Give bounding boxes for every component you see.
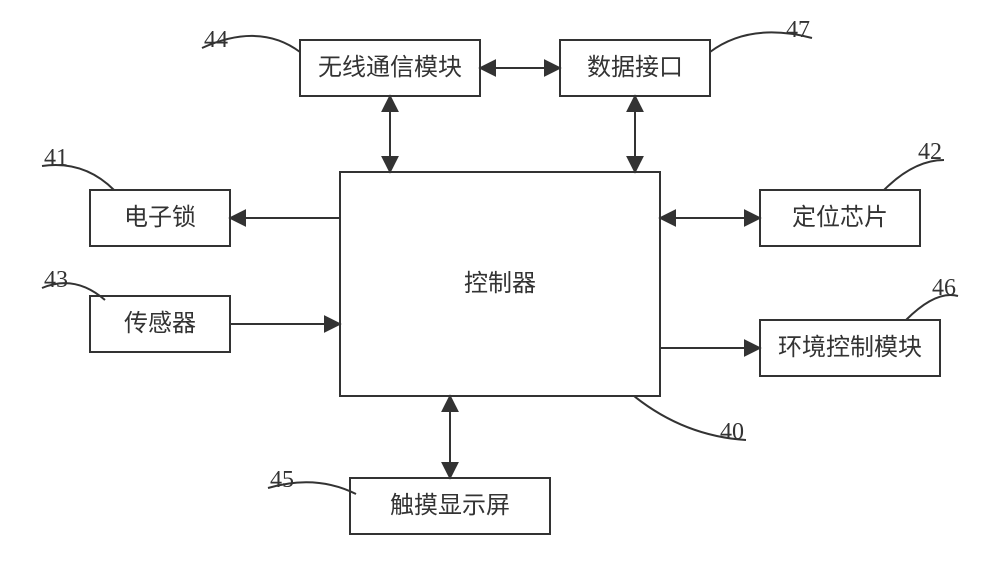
node-label-controller: 控制器 (464, 270, 536, 297)
ref-number-env_ctrl: 46 (932, 275, 956, 301)
node-label-wireless: 无线通信模块 (318, 54, 462, 81)
node-label-env_ctrl: 环境控制模块 (778, 334, 922, 361)
ref-number-controller: 40 (720, 419, 744, 445)
node-label-sensor: 传感器 (124, 310, 196, 337)
node-label-touch: 触摸显示屏 (390, 492, 510, 519)
node-label-pos_chip: 定位芯片 (792, 204, 888, 231)
node-label-elock: 电子锁 (124, 204, 196, 231)
node-label-data_if: 数据接口 (587, 54, 683, 81)
ref-number-data_if: 47 (786, 17, 810, 43)
ref-number-sensor: 43 (44, 267, 68, 293)
ref-number-elock: 41 (44, 145, 68, 171)
ref-number-pos_chip: 42 (918, 139, 942, 165)
ref-number-wireless: 44 (204, 27, 228, 53)
ref-number-touch: 45 (270, 467, 294, 493)
